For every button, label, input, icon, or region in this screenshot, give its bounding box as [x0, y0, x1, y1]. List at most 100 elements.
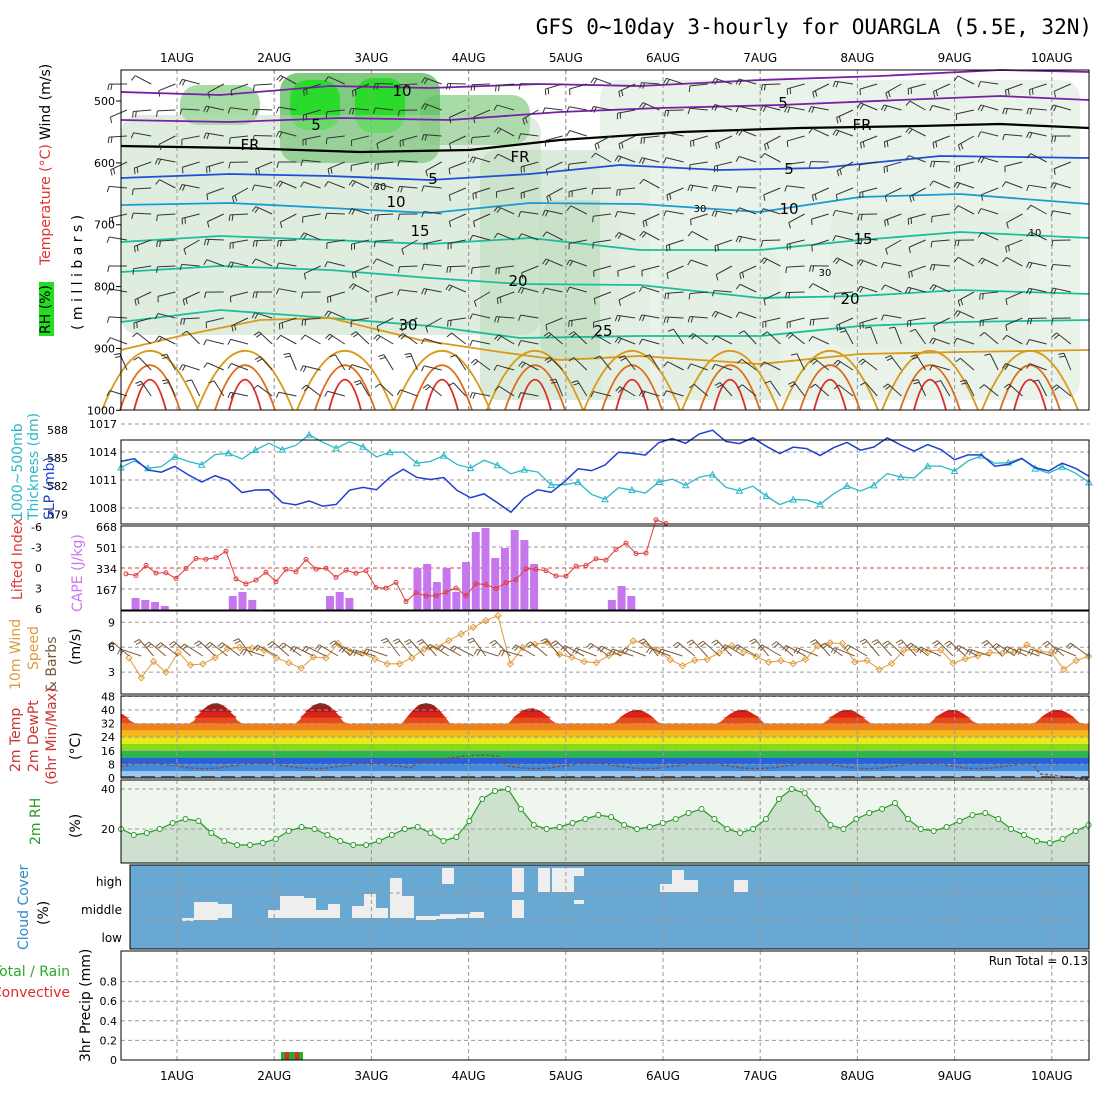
temp2m-unit-label: (°C) — [68, 732, 84, 760]
contour-label: 5 — [784, 160, 794, 178]
precip-labels: Total / Rain Convective 3hr Precip (mm) — [0, 949, 94, 1062]
wind-barb-feather — [324, 261, 328, 268]
wind-barb-feather — [276, 161, 279, 168]
wind-barb — [327, 261, 345, 267]
rh2m-point — [221, 838, 228, 844]
wind-barb-feather — [548, 194, 552, 201]
wind-barb-feather — [373, 334, 379, 340]
wind-barb — [624, 647, 646, 657]
wind-barb-feather — [979, 293, 981, 300]
wind-barb-feather — [905, 642, 912, 648]
wind-barb-feather — [545, 169, 549, 176]
wind-barb-feather — [566, 106, 570, 113]
wind-barb-feather — [327, 311, 332, 318]
rh2m-point — [672, 816, 679, 822]
wind-barb-feather — [737, 384, 743, 389]
wind-barb-feather — [351, 181, 356, 187]
pressure-tick-label: 500 — [94, 95, 115, 108]
wind-barb-feather — [873, 641, 880, 646]
wind-barb-feather — [106, 288, 110, 295]
wind-barb-feather — [796, 648, 801, 655]
wind-barb-feather — [616, 189, 618, 196]
wind-barb-feather — [944, 640, 950, 645]
thickness-point — [359, 442, 367, 450]
wind-barb-feather — [711, 185, 715, 192]
temperature-contour — [981, 350, 1079, 411]
cape-bar — [432, 582, 441, 610]
wind-barb-feather — [916, 646, 922, 653]
wind-barb-feather — [137, 298, 140, 305]
thickness-point — [896, 473, 905, 481]
wind-barb — [496, 316, 515, 319]
wind10-speed-point — [949, 659, 957, 667]
wind-barb — [859, 161, 878, 166]
wind-barb-feather — [448, 168, 451, 175]
thickness-line — [120, 434, 1090, 506]
wind-barb-feather — [168, 641, 175, 646]
wind-barb-feather — [638, 390, 643, 397]
pressure-tick-label: 600 — [94, 157, 115, 170]
temperature-contour — [120, 155, 1090, 181]
rh2m-point — [195, 818, 202, 824]
wind-barb-feather — [300, 292, 304, 299]
wind-barb-feather — [305, 88, 308, 95]
wind-barb — [425, 317, 442, 328]
cape-bar — [238, 592, 247, 610]
wind-barb-feather — [179, 264, 183, 271]
wind-barb — [743, 330, 757, 345]
wind-barb-feather — [638, 314, 643, 321]
cape-bar — [510, 530, 519, 610]
wind-barb-feather — [491, 642, 498, 647]
wind-barb — [1029, 363, 1047, 371]
cloud-free-cell — [552, 868, 574, 892]
wind-barb-feather — [278, 131, 283, 138]
wind-barb — [738, 235, 757, 241]
wind10-speed-point — [1060, 665, 1068, 674]
contour-label: 5 — [311, 116, 321, 134]
wind-barb-feather — [446, 332, 452, 338]
wind10-speed-point — [838, 639, 847, 648]
wind-barb-feather — [162, 356, 169, 360]
wind-barb-feather — [372, 183, 377, 189]
wind-barb-feather — [749, 638, 755, 643]
wind-barb-feather — [552, 642, 559, 647]
temperature-contour — [228, 378, 262, 411]
slp-panel-labels: 1000~500mb Thickness (dm) SLP (mb) — [10, 413, 58, 521]
wind-barb-feather — [348, 180, 354, 186]
bottom-date-label: 6AUG — [646, 1069, 680, 1083]
li-tick-label: -3 — [31, 542, 42, 555]
wind-barb-feather — [542, 231, 547, 237]
wind10-speed-point — [740, 647, 748, 656]
wind-barb — [741, 358, 757, 371]
cloud-free-cell — [538, 868, 550, 892]
rh2m-point — [840, 826, 847, 832]
wind-barb-feather — [421, 288, 425, 295]
lifted-index-point — [313, 566, 319, 572]
wind-barb-feather — [668, 244, 671, 251]
temperature-label: Temperature (°C) — [38, 144, 54, 266]
temp2m-tick-label: 40 — [101, 704, 115, 717]
wind-barb — [894, 327, 902, 345]
temperature-contour — [615, 378, 649, 411]
wind-barb-feather — [723, 645, 729, 652]
wind-barb-feather — [448, 382, 454, 387]
wind-barb-feather — [398, 333, 404, 338]
wind-barb-feather — [133, 168, 136, 175]
wind-barb-feather — [397, 110, 400, 117]
wind-barb — [399, 83, 418, 86]
wind-barb-feather — [836, 117, 839, 124]
lifted-index-point — [123, 571, 129, 577]
wind-barb-feather — [735, 207, 740, 214]
cloud-level-label: middle — [81, 903, 122, 917]
wind-barb-feather — [350, 649, 355, 656]
contour-label: 10 — [1029, 228, 1042, 239]
wind-barb — [329, 333, 346, 345]
temperature-contour — [881, 350, 979, 411]
wind-barb-feather — [641, 391, 646, 398]
wind-barb-feather — [131, 212, 134, 220]
wind-barb — [191, 379, 201, 397]
wind-barb-feather — [1027, 318, 1030, 325]
wind-barb-feather — [739, 273, 742, 280]
wind-barb — [812, 283, 830, 293]
wind-barb — [883, 261, 902, 267]
